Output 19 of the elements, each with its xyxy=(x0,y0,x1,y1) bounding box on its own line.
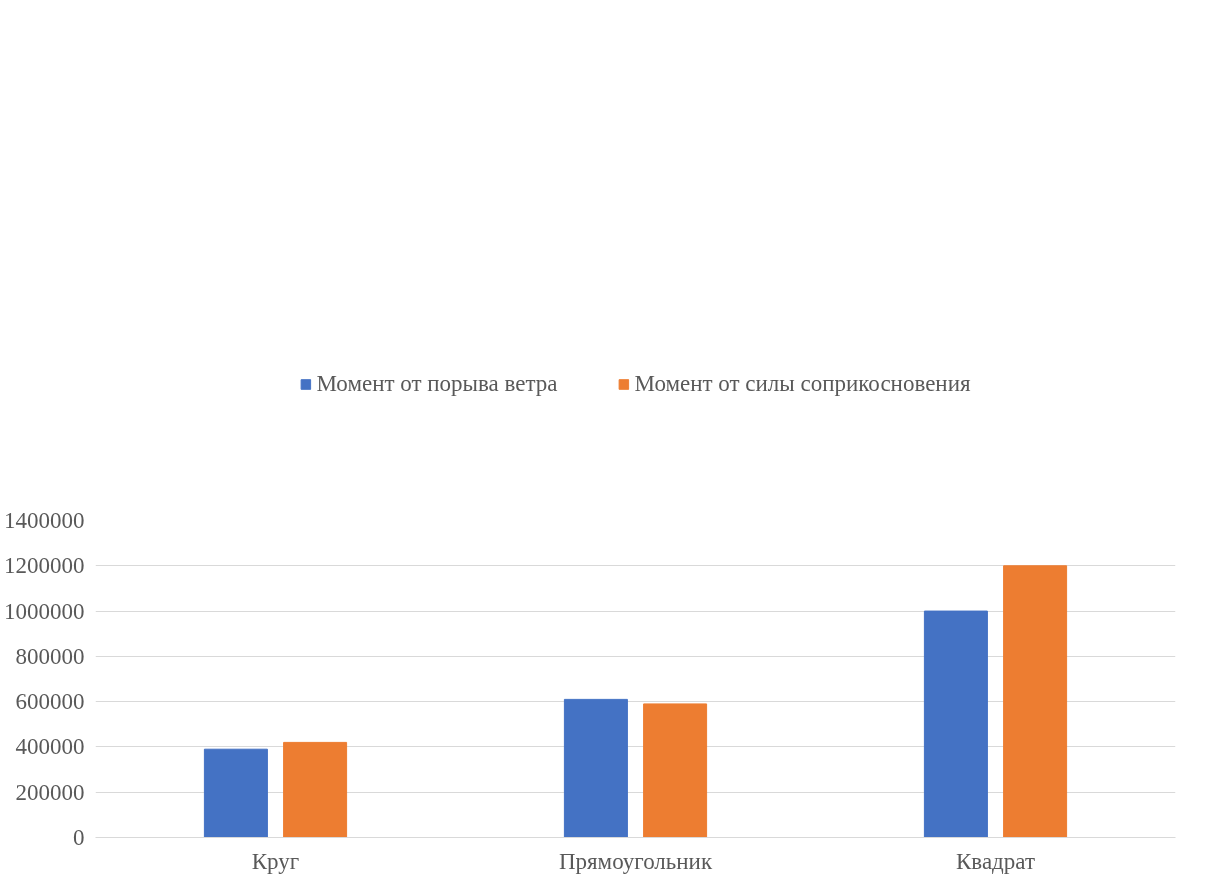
bar xyxy=(563,698,628,838)
y-tick-label: 600000 xyxy=(15,689,85,715)
y-tick-label: 1200000 xyxy=(4,553,85,579)
x-tick-label: Круг xyxy=(251,848,300,874)
x-tick-label: Квадрат xyxy=(956,848,1035,874)
legend-label: Момент от силы соприкосновения xyxy=(634,370,971,397)
bar xyxy=(1003,565,1068,838)
y-tick-label: 400000 xyxy=(15,734,85,760)
bar xyxy=(203,748,268,838)
y-tick-label: 1000000 xyxy=(4,598,85,624)
bar xyxy=(923,610,988,838)
x-tick-label: Прямоугольник xyxy=(558,848,713,874)
y-tick-label: 0 xyxy=(73,825,85,850)
y-tick-label: 200000 xyxy=(15,779,85,805)
bar xyxy=(643,703,708,838)
legend-label: Момент от порыва ветра xyxy=(316,370,558,397)
y-tick-label: 800000 xyxy=(15,643,85,669)
bar xyxy=(283,741,348,838)
y-tick-label: 1400000 xyxy=(4,508,85,533)
